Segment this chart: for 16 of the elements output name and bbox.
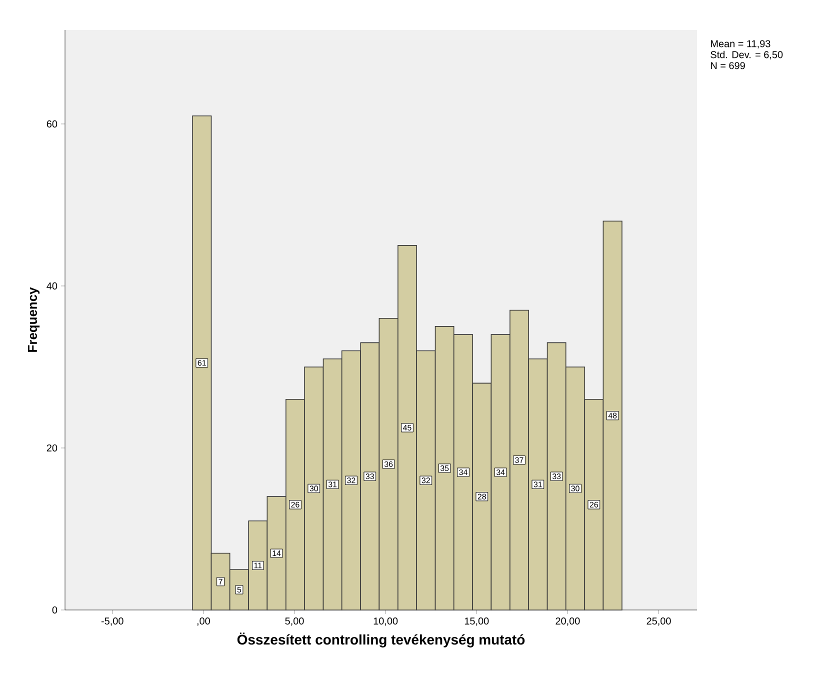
x-tick-label: 10,00 [374,618,398,626]
x-tick-label: 15,00 [464,618,489,626]
text: N = 699 [711,62,745,70]
y-tick-label: 60 [46,120,58,128]
text: Mean = 11,93 [711,40,770,48]
x-tick-label: 20,00 [556,618,580,626]
x-tick-label: 25,00 [646,618,671,626]
y-axis-title: Frequency [28,287,40,352]
y-tick-label: 0 [52,606,58,614]
x-axis-title: Összesített controlling tevékenység mutató [237,632,525,648]
x-tick-label: ,00 [197,618,210,626]
x-tick-label: 5,00 [285,618,304,626]
y-tick-label: 20 [46,444,58,452]
y-tick-label: 40 [46,282,58,290]
text: Std. Dev. = 6,50 [710,50,783,60]
x-tick-label: -5,00 [101,618,124,626]
